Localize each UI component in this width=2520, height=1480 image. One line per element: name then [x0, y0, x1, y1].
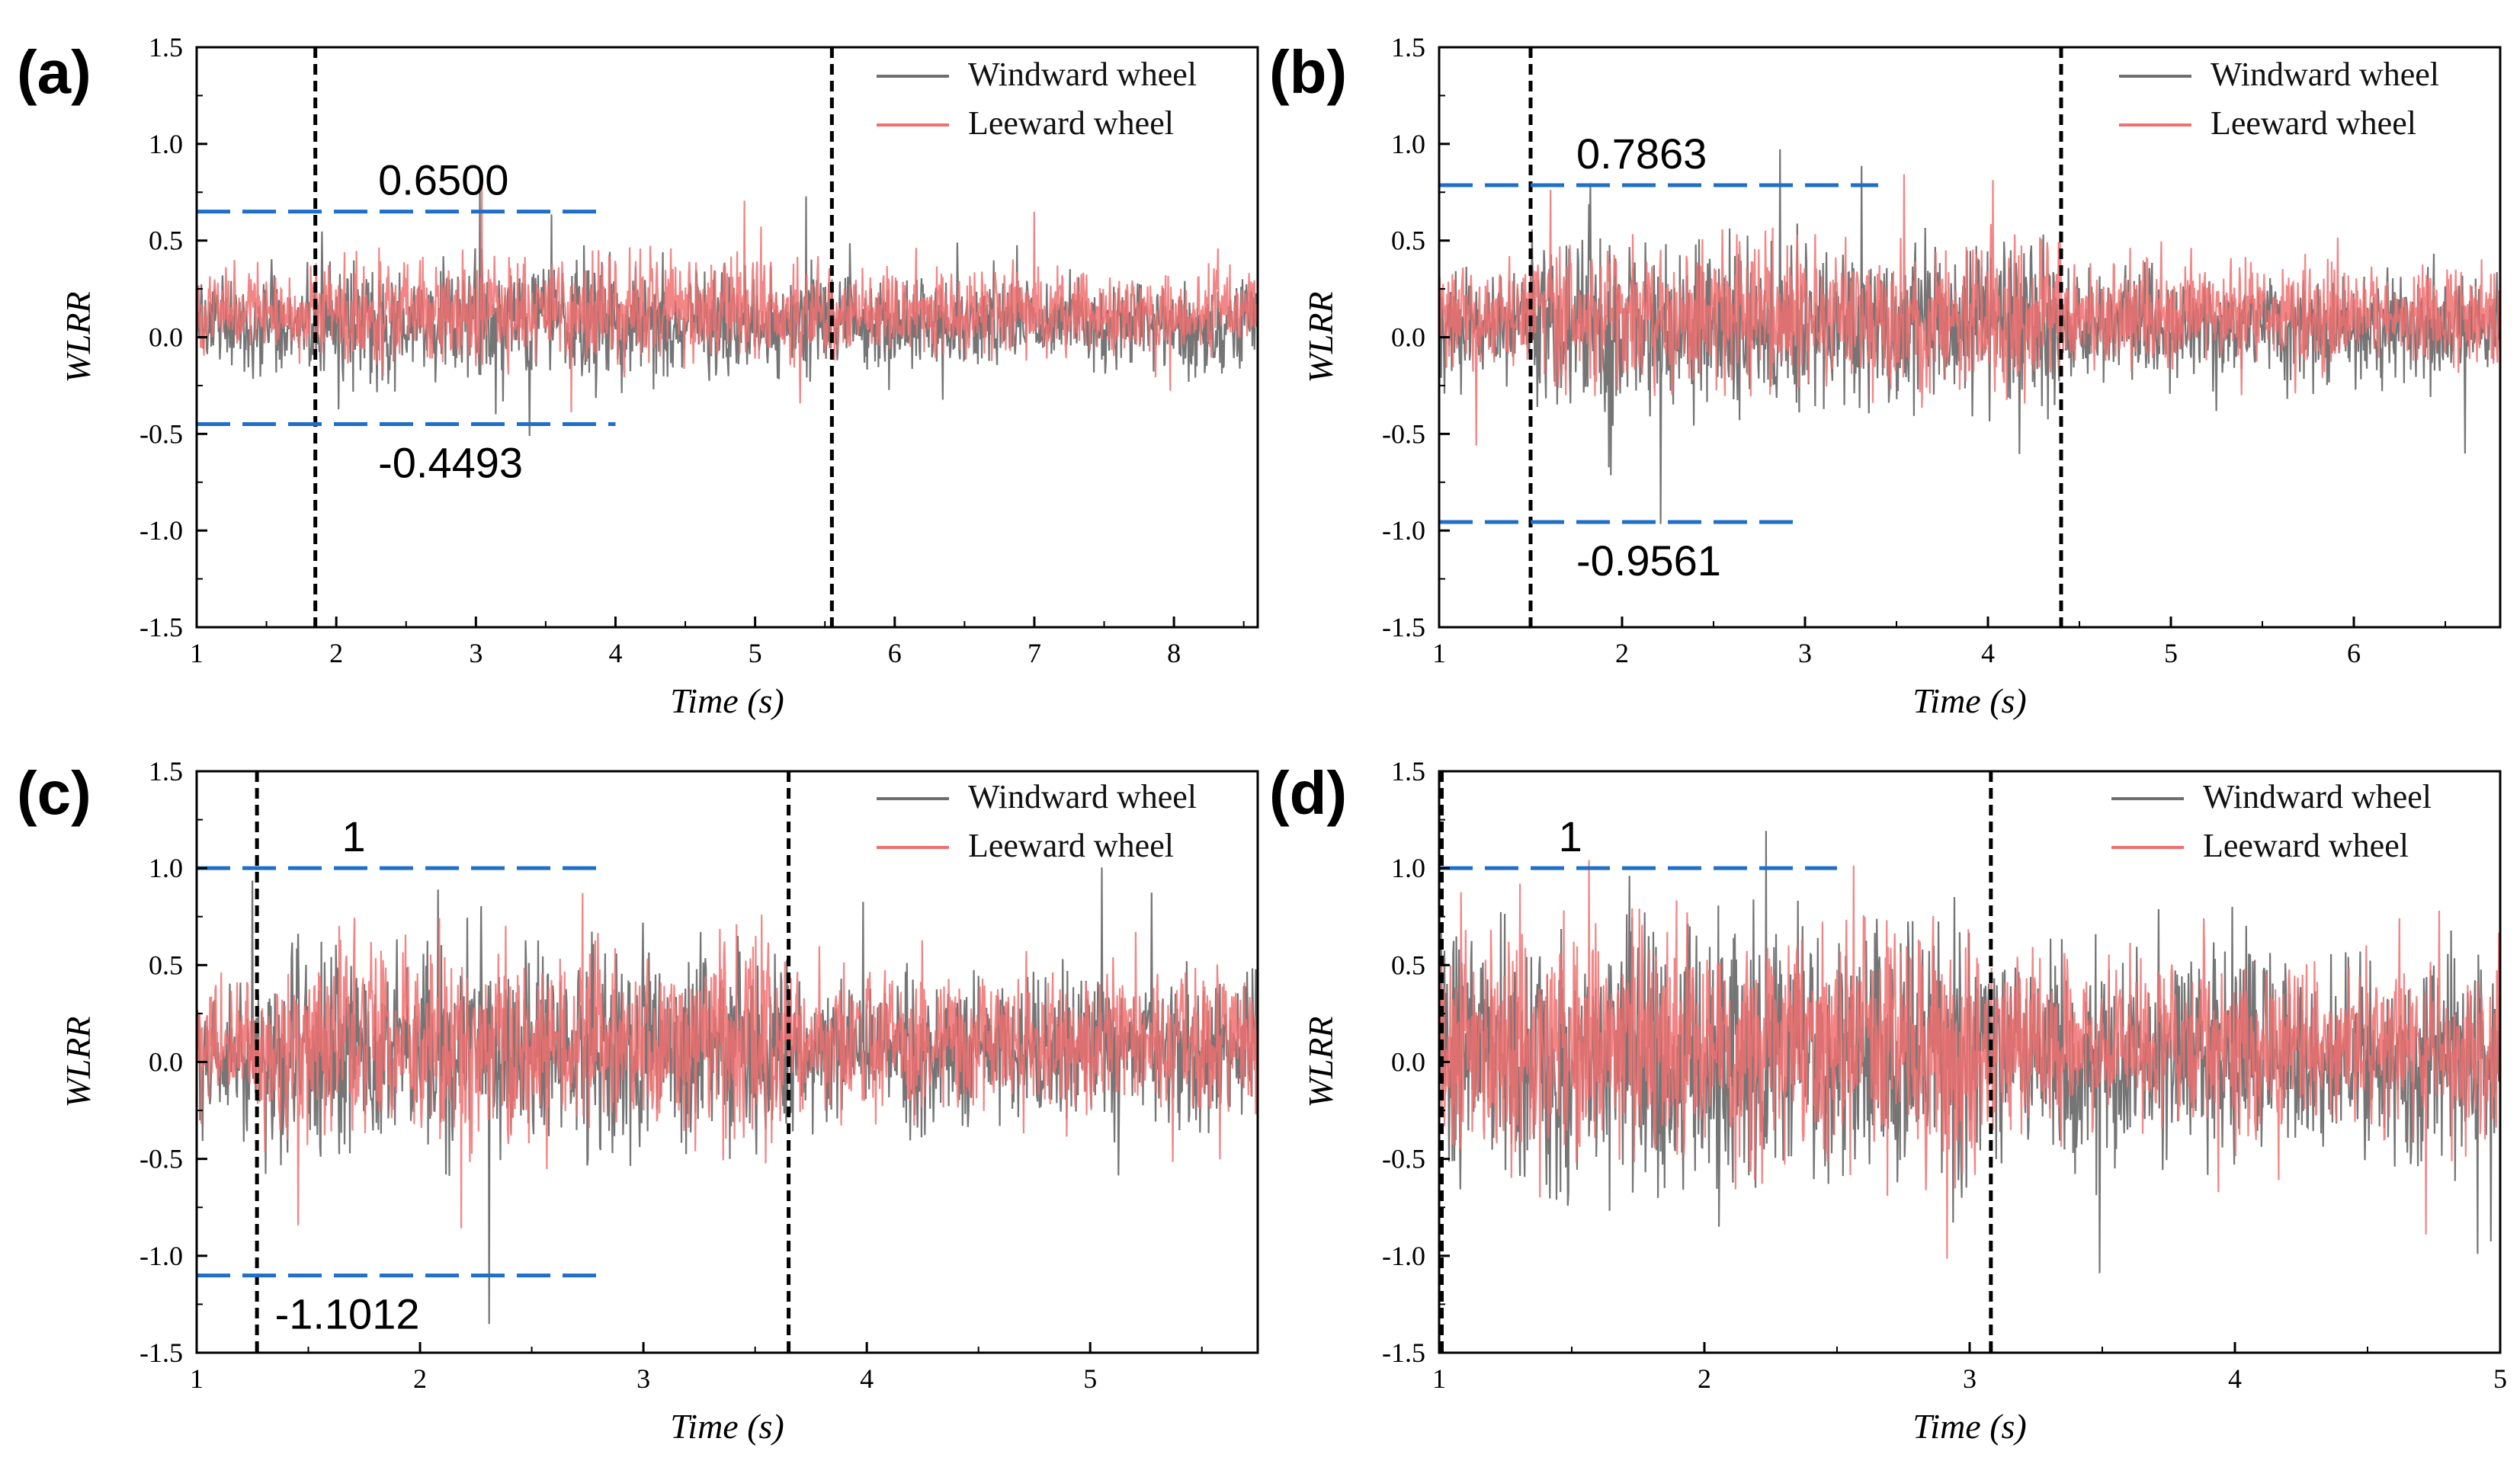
threshold-label-1: 0.7863 — [1576, 130, 1707, 178]
y-axis-title: WLRR — [59, 291, 98, 383]
x-axis-title: Time (s) — [670, 681, 784, 720]
x-tick-label: 5 — [2164, 638, 2178, 668]
series-line-leeward — [197, 892, 1258, 1229]
y-tick-label: 0.0 — [149, 322, 183, 353]
legend-label-leeward: Leeward wheel — [968, 827, 1174, 864]
y-tick-label: 1.5 — [1391, 756, 1425, 786]
y-tick-label: -0.5 — [139, 1144, 183, 1174]
series-line-leeward — [197, 179, 1258, 413]
x-tick-label: 1 — [1432, 638, 1446, 668]
y-tick-label: -1.0 — [1382, 1241, 1425, 1271]
x-tick-label: 3 — [1963, 1363, 1977, 1394]
x-axis-title: Time (s) — [1912, 1407, 2027, 1446]
y-tick-label: 1.5 — [149, 32, 183, 62]
x-tick-label: 2 — [413, 1363, 427, 1394]
legend-label-windward: Windward wheel — [2203, 778, 2432, 815]
x-tick-label: 6 — [2347, 638, 2361, 668]
y-tick-label: 0.5 — [149, 950, 183, 980]
y-tick-label: 1.0 — [149, 129, 183, 159]
x-tick-label: 4 — [608, 638, 622, 668]
panel-a: 0.6500 -0.4493 -1.5 -1.0 -0.5 0.0 0.5 1.0 1.5 1 2 3… — [17, 32, 1259, 720]
y-tick-label: 1.5 — [149, 756, 183, 786]
y-tick-label: -0.5 — [1382, 1144, 1425, 1174]
x-tick-label: 2 — [1615, 638, 1629, 668]
legend-label-windward: Windward wheel — [968, 778, 1197, 815]
y-axis-title: WLRR — [1301, 1016, 1340, 1107]
y-tick-label: -0.5 — [139, 418, 183, 449]
panel-label: (a) — [17, 38, 91, 106]
y-tick-label: 1.0 — [149, 853, 183, 883]
y-tick-label: -1.5 — [139, 612, 183, 642]
y-axis-title: WLRR — [1301, 291, 1340, 383]
x-tick-label: 5 — [1083, 1363, 1097, 1394]
y-tick-label: -1.0 — [1382, 515, 1425, 546]
x-tick-label: 6 — [888, 638, 902, 668]
x-tick-label: 1 — [190, 638, 204, 668]
legend-label-leeward: Leeward wheel — [968, 104, 1174, 142]
y-tick-label: -1.0 — [139, 515, 183, 546]
series-line-leeward — [1439, 860, 2500, 1259]
legend-label-leeward: Leeward wheel — [2203, 827, 2409, 864]
threshold-label-1: 0.6500 — [378, 156, 508, 204]
x-axis-title: Time (s) — [670, 1407, 784, 1446]
x-tick-label: 4 — [860, 1363, 874, 1394]
y-tick-label: 0.0 — [1391, 322, 1425, 353]
x-tick-label: 3 — [636, 1363, 650, 1394]
legend-label-windward: Windward wheel — [2211, 56, 2439, 93]
x-tick-label: 3 — [1798, 638, 1812, 668]
x-tick-label: 2 — [1698, 1363, 1711, 1394]
x-tick-label: 2 — [329, 638, 343, 668]
x-tick-label: 5 — [749, 638, 762, 668]
x-tick-label: 4 — [2228, 1363, 2242, 1394]
panel-label: (d) — [1269, 759, 1347, 827]
y-tick-label: 1.0 — [1391, 129, 1425, 159]
threshold-label-2: -1.1012 — [275, 1290, 420, 1338]
series-line-leeward — [1439, 174, 2500, 446]
panel-c: 1 -1.1012 -1.5 -1.0 -0.5 0.0 0.5 1.0 1.5 1 2 3 4 5 Tim… — [17, 756, 1259, 1446]
panel-b: 0.7863 -0.9561 -1.5 -1.0 -0.5 0.0 0.5 1.0 1.5 1 2 3… — [1269, 32, 2502, 720]
y-tick-label: 1.0 — [1391, 853, 1425, 883]
y-tick-label: -1.0 — [139, 1241, 183, 1271]
y-tick-label: -1.5 — [1382, 1337, 1425, 1368]
y-tick-label: 0.5 — [1391, 226, 1425, 256]
threshold-label-1: 1 — [1559, 812, 1582, 860]
threshold-label-2: -0.9561 — [1576, 537, 1721, 585]
y-tick-label: -1.5 — [1382, 612, 1425, 642]
x-tick-label: 5 — [2493, 1363, 2507, 1394]
x-tick-label: 8 — [1167, 638, 1181, 668]
x-tick-label: 1 — [1432, 1363, 1446, 1394]
threshold-label-1: 1 — [341, 812, 365, 860]
legend-label-leeward: Leeward wheel — [2211, 104, 2416, 142]
panel-label: (c) — [17, 759, 91, 827]
y-axis-title: WLRR — [59, 1016, 98, 1107]
x-axis-title: Time (s) — [1912, 681, 2027, 720]
legend-label-windward: Windward wheel — [968, 56, 1197, 93]
y-tick-label: 1.5 — [1391, 32, 1425, 62]
y-tick-label: -1.5 — [139, 1337, 183, 1368]
panel-label: (b) — [1269, 38, 1347, 106]
x-tick-label: 1 — [190, 1363, 204, 1394]
y-tick-label: 0.5 — [149, 226, 183, 256]
threshold-label-2: -0.4493 — [378, 438, 523, 486]
x-tick-label: 7 — [1028, 638, 1041, 668]
y-tick-label: 0.5 — [1391, 950, 1425, 980]
y-tick-label: 0.0 — [149, 1047, 183, 1078]
y-tick-label: 0.0 — [1391, 1047, 1425, 1078]
x-tick-label: 3 — [469, 638, 483, 668]
x-tick-label: 4 — [1981, 638, 1995, 668]
y-tick-label: -0.5 — [1382, 418, 1425, 449]
